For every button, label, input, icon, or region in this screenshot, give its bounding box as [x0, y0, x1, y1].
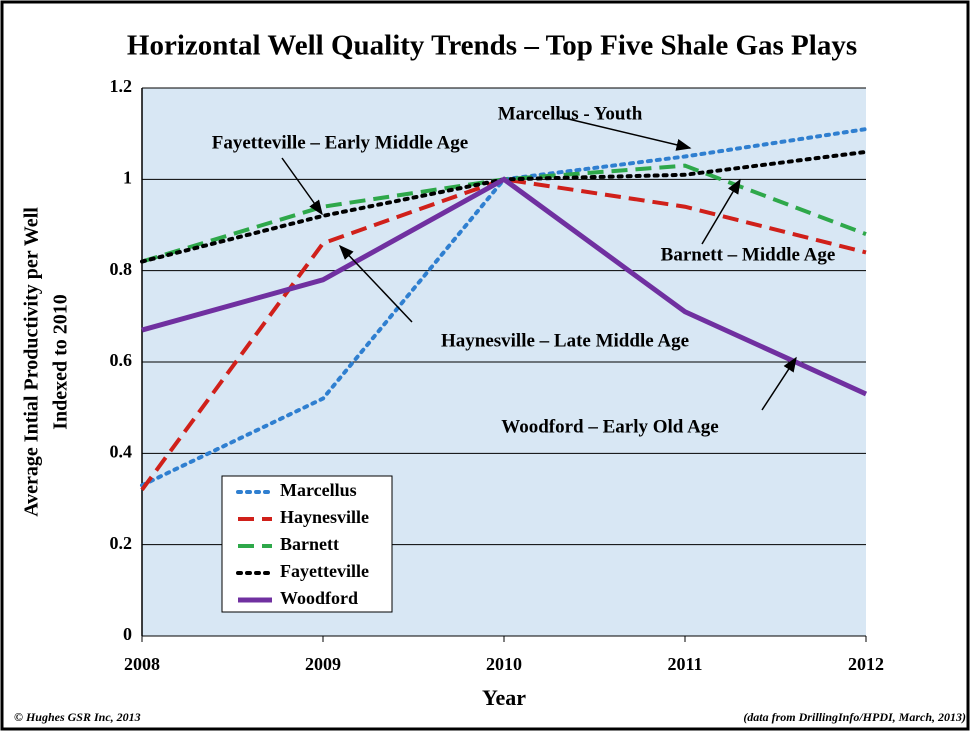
annotation: Marcellus - Youth — [498, 103, 643, 124]
arrow — [281, 157, 323, 216]
arrow — [701, 178, 741, 245]
series-line — [140, 177, 867, 492]
y-tick-label: 1.2 — [110, 76, 133, 96]
y-tick-label: 1 — [123, 167, 132, 187]
y-tick-label: 0.8 — [110, 259, 133, 279]
x-tick-label: 2008 — [124, 654, 160, 674]
legend-label: Woodford — [280, 588, 358, 608]
chart-title: Horizontal Well Quality Trends – Top Fiv… — [127, 30, 857, 62]
x-axis-label: Year — [482, 685, 526, 710]
arrow — [338, 244, 413, 323]
y-axis-label: Average Intial Productivity per Well — [21, 207, 43, 517]
x-tick-label: 2010 — [486, 654, 522, 674]
y-tick-label: 0.6 — [110, 350, 133, 370]
x-tick-label: 2011 — [667, 654, 702, 674]
footer-left: © Hughes GSR Inc, 2013 — [14, 710, 141, 724]
legend-label: Barnett — [280, 534, 339, 554]
y-axis-label: Indexed to 2010 — [50, 294, 72, 430]
annotation: Haynesville – Late Middle Age — [441, 330, 689, 351]
y-tick-label: 0.2 — [110, 533, 133, 553]
y-tick-label: 0.4 — [110, 441, 133, 461]
footer-right: (data from DrillingInfo/HPDI, March, 201… — [743, 710, 966, 724]
arrow — [761, 356, 797, 411]
legend-label: Marcellus — [280, 480, 357, 500]
annotation: Woodford – Early Old Age — [501, 416, 718, 437]
x-tick-label: 2009 — [305, 654, 341, 674]
x-tick-label: 2012 — [848, 654, 884, 674]
annotation: Fayetteville – Early Middle Age — [212, 132, 468, 153]
legend-label: Fayetteville — [280, 561, 369, 581]
legend-label: Haynesville — [280, 507, 369, 527]
arrow — [559, 116, 692, 151]
series-line — [141, 176, 868, 397]
y-tick-label: 0 — [123, 624, 132, 644]
annotation: Barnett – Middle Age — [661, 244, 836, 265]
